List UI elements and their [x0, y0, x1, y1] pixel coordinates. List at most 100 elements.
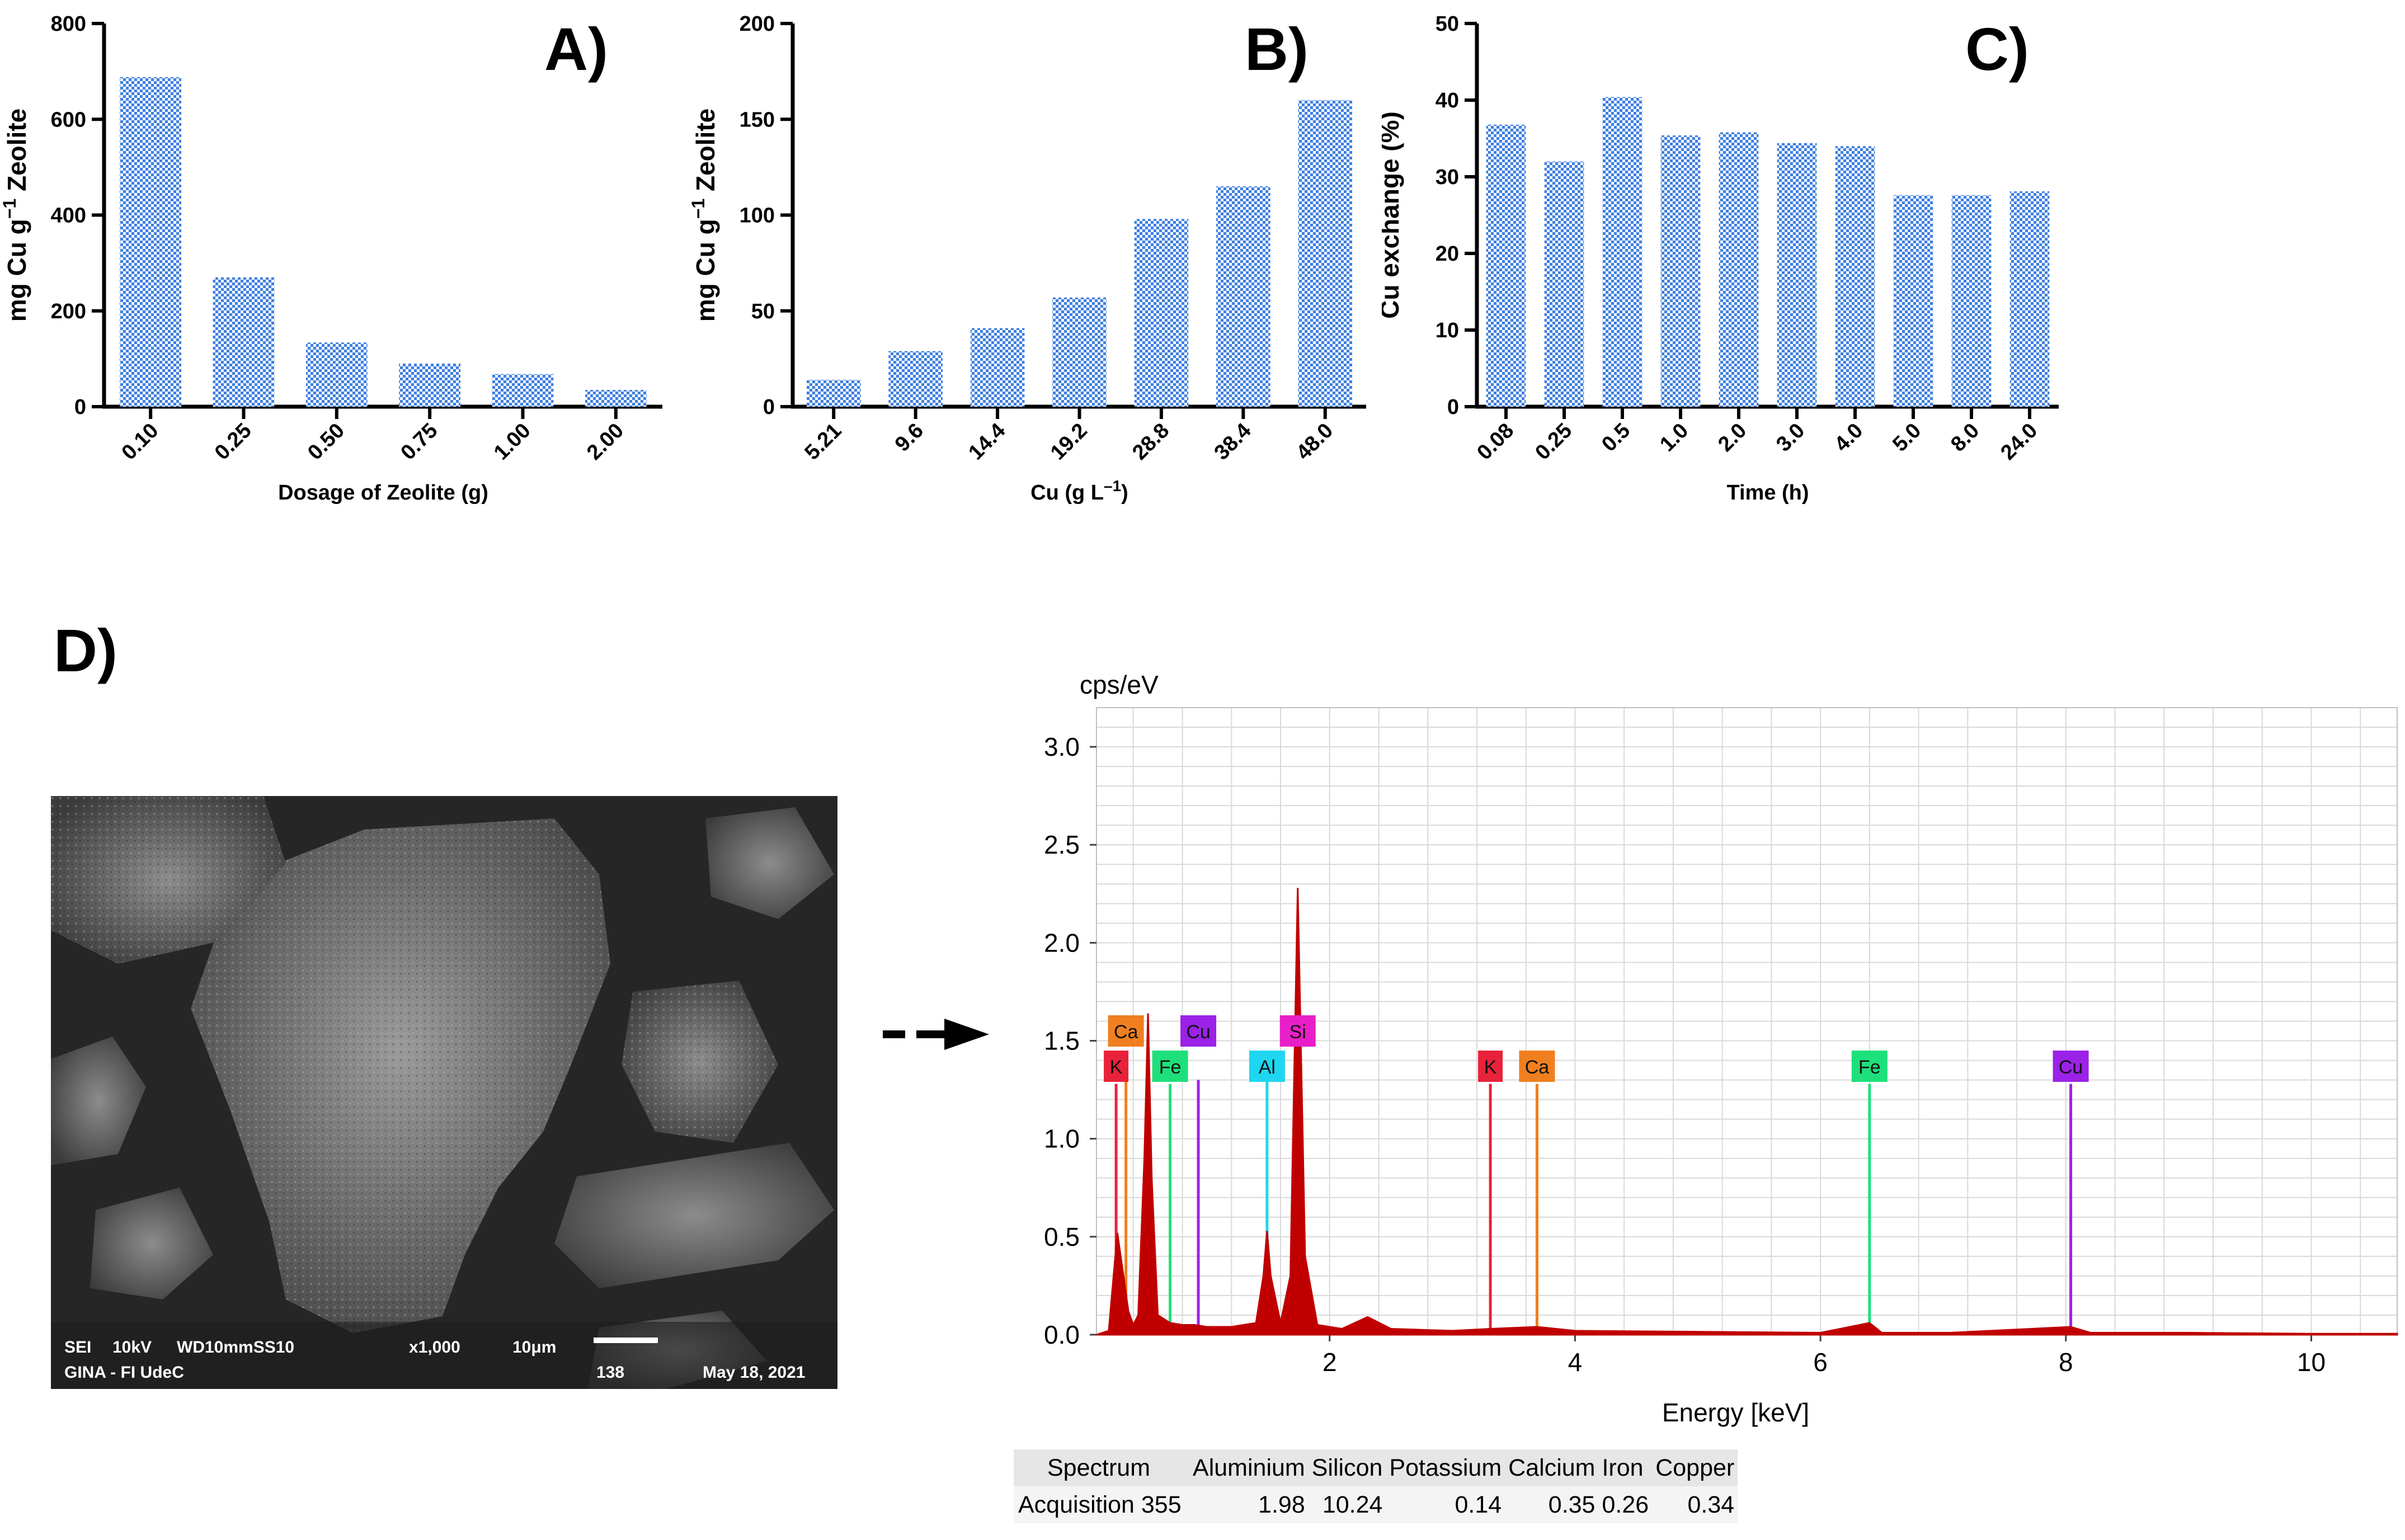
x-tick-label: 4: [1568, 1348, 1583, 1377]
table-cell: 0.35: [1505, 1486, 1599, 1523]
bar-chart-c: 0 10 20 30 40 50 Cu exchange (%) 0.08 0.25 0.5 1.0…: [1382, 12, 2059, 505]
x-tick-label: 48.0: [1292, 419, 1338, 465]
x-tick-label: 8.0: [1946, 419, 1984, 456]
bar: [399, 363, 461, 407]
eds-spectrum-chart: 0.0 0.5 1.0 1.5 2.0 2.5 3.0 2 4 6 8 10 Energy [keV] c…: [1044, 670, 2398, 1427]
y-tick-label: 200: [740, 12, 775, 36]
element-label-box: [2053, 1051, 2089, 1082]
bar: [1298, 100, 1353, 407]
element-label-box: [1180, 1015, 1217, 1047]
table-header-cell: Silicon: [1308, 1449, 1386, 1486]
x-tick-label: 6: [1813, 1348, 1828, 1377]
x-tick-label: 9.6: [891, 419, 928, 456]
bar: [1052, 297, 1107, 407]
y-tick-label: 20: [1436, 242, 1459, 266]
sem-info-mag: x1,000: [409, 1338, 460, 1357]
element-label-box: [1249, 1051, 1285, 1082]
sem-info-wd: WD10mmSS10: [177, 1338, 294, 1357]
bar: [806, 380, 861, 407]
y-tick-label: 600: [51, 108, 86, 131]
bar: [1216, 186, 1270, 407]
bar: [888, 351, 943, 407]
x-tick-label: 0.5: [1597, 419, 1635, 456]
y-axis-label: mg Cu g−1 Zeolite: [689, 109, 720, 322]
x-tick-label: 5.0: [1888, 419, 1926, 456]
element-label: Cu: [2059, 1057, 2083, 1078]
spectrum-series: [1096, 888, 2398, 1336]
panel-label-d: D): [54, 616, 117, 684]
bar: [1777, 143, 1817, 407]
table-cell: Acquisition 355: [1014, 1486, 1190, 1523]
element-label: Fe: [1858, 1057, 1881, 1078]
panel-label: C): [1965, 15, 2029, 83]
y-tick-label: 40: [1436, 89, 1459, 112]
x-tick-label: 0.25: [1531, 419, 1576, 465]
table-cell: 0.14: [1386, 1486, 1505, 1523]
sem-scale-bar: [594, 1338, 658, 1343]
bar: [1951, 195, 1992, 407]
element-label-box: [1279, 1015, 1316, 1047]
y-axis-label: mg Cu g−1 Zeolite: [0, 109, 31, 322]
y-tick-label: 50: [751, 300, 775, 323]
table-header-row: Spectrum Aluminium Silicon Potassium Cal…: [1014, 1449, 1738, 1486]
bar: [1486, 124, 1526, 407]
y-axis-label: Cu exchange (%): [1382, 111, 1404, 319]
y-tick-label: 100: [740, 204, 775, 228]
sem-info-date: May 18, 2021: [703, 1363, 805, 1382]
element-label: K: [1484, 1057, 1497, 1078]
x-tick-label: 1.0: [1655, 419, 1693, 456]
bar: [1134, 219, 1189, 407]
x-tick-label: 0.08: [1472, 419, 1518, 465]
sem-info-kv: 10kV: [112, 1338, 152, 1357]
sem-info-sei: SEI: [64, 1338, 91, 1357]
table-header-cell: Calcium: [1505, 1449, 1599, 1486]
x-tick-label: 24.0: [1996, 419, 2042, 465]
bar: [305, 342, 368, 407]
table-cell: 10.24: [1308, 1486, 1386, 1523]
bar: [1602, 97, 1642, 407]
x-axis-label: Dosage of Zeolite (g): [278, 481, 488, 505]
element-label: Cu: [1186, 1021, 1210, 1043]
sem-info-number: 138: [596, 1363, 624, 1382]
element-label: Ca: [1114, 1021, 1138, 1043]
table-header-cell: Iron: [1598, 1449, 1653, 1486]
table-header-cell: Potassium: [1386, 1449, 1505, 1486]
bar: [213, 277, 275, 407]
y-tick-label: 30: [1436, 166, 1459, 189]
y-tick-label: 800: [51, 12, 86, 36]
y-tick-label: 400: [51, 204, 86, 228]
x-tick-label: 0.50: [303, 419, 349, 465]
y-tick-label: 1.5: [1044, 1026, 1080, 1056]
sem-info-lab: GINA - FI UdeC: [64, 1363, 184, 1382]
bar: [2009, 191, 2050, 407]
y-tick-label: 2.0: [1044, 928, 1080, 957]
y-tick-label: 0: [763, 395, 775, 419]
y-tick-label: 1.0: [1044, 1124, 1080, 1153]
bar: [1719, 132, 1759, 407]
panel-label: B): [1245, 15, 1309, 83]
element-label: Al: [1259, 1057, 1276, 1078]
bar: [120, 77, 182, 407]
bar: [1660, 135, 1701, 407]
y-tick-label: 0: [74, 395, 86, 419]
bar-chart-b: 0 50 100 150 200 mg Cu g−1 Zeolite 5.21 9.6 14.4…: [689, 12, 1366, 505]
y-tick-label: 0.5: [1044, 1222, 1080, 1251]
x-tick-label: 0.75: [397, 419, 443, 465]
element-label-box: [1851, 1051, 1888, 1082]
table-cell: 0.34: [1652, 1486, 1738, 1523]
table-header-cell: Aluminium: [1189, 1449, 1309, 1486]
x-tick-label: 14.4: [964, 419, 1010, 465]
element-label: K: [1110, 1057, 1123, 1078]
x-tick-label: 8: [2059, 1348, 2073, 1377]
y-tick-label: 0: [1447, 395, 1459, 419]
dashed-arrow-icon: [883, 1019, 989, 1050]
y-tick-label: 200: [51, 300, 86, 323]
y-tick-label: 50: [1436, 12, 1459, 36]
x-axis-label: Cu (g L–1): [1030, 477, 1128, 505]
bar: [1835, 146, 1875, 407]
y-tick-label: 3.0: [1044, 732, 1080, 761]
x-tick-label: 2: [1322, 1348, 1337, 1377]
y-tick-label: 0.0: [1044, 1320, 1080, 1349]
element-label: Si: [1289, 1021, 1306, 1043]
table-cell: 1.98: [1189, 1486, 1309, 1523]
